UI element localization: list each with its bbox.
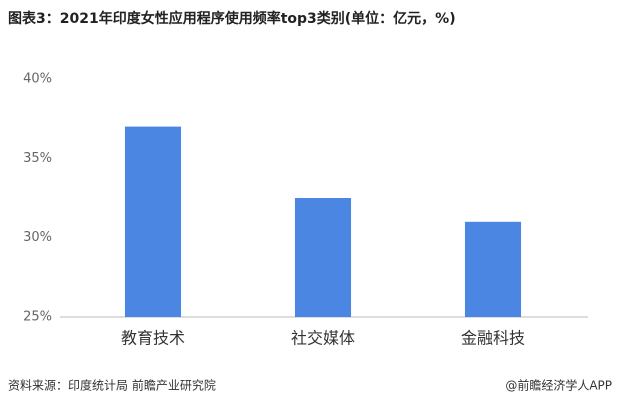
y-tick-label: 25% [23,310,52,325]
x-tick-label: 教育技术 [121,329,185,348]
credit-note: @前瞻经济学人APP [505,378,612,393]
bar [464,221,522,317]
source-note: 资料来源：印度统计局 前瞻产业研究院 [8,378,216,393]
y-tick-label: 30% [23,230,52,245]
bar [124,126,182,317]
y-tick-label: 35% [23,151,52,166]
bar [294,198,352,317]
chart-title: 图表3：2021年印度女性应用程序使用频率top3类别(单位：亿元，%) [8,10,456,27]
x-tick-label: 社交媒体 [291,329,355,348]
y-tick-label: 40% [23,72,52,87]
x-tick-label: 金融科技 [461,329,525,348]
